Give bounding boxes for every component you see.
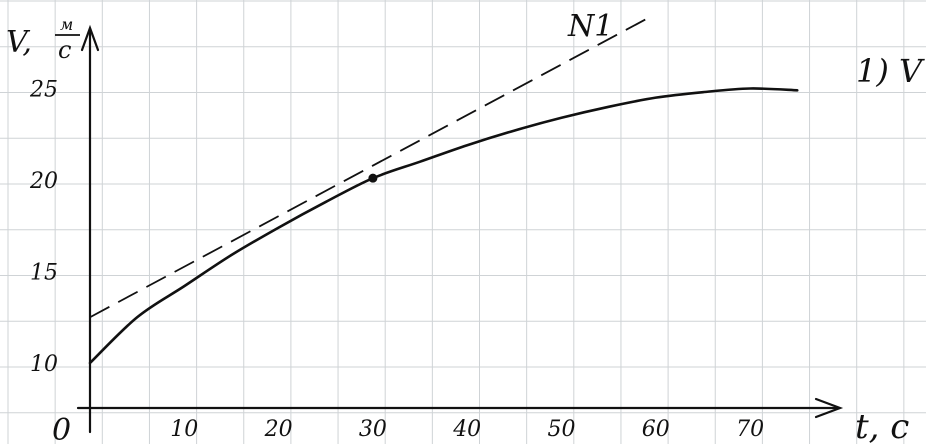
origin-label: 0	[52, 413, 71, 444]
series-tangent-line	[89, 18, 647, 319]
y-tick-label: 20	[29, 169, 58, 194]
x-tick-label: 70	[736, 417, 764, 442]
y-tick-label: 10	[30, 352, 58, 377]
series-velocity-curve	[88, 87, 799, 365]
series-group	[88, 18, 799, 365]
tick-labels: 10 20 30 40 50 60 70 10 15 20 25	[29, 78, 764, 443]
x-tick-label: 60	[642, 417, 670, 442]
x-tick-label: 40	[452, 417, 481, 442]
y-tick-label: 15	[30, 261, 58, 286]
x-tick-label: 10	[170, 417, 198, 442]
chart-title: N1	[567, 9, 613, 44]
y-axis-symbol: V,	[6, 25, 32, 60]
tangent-point	[368, 173, 378, 183]
y-tick-label: 25	[29, 78, 58, 103]
x-axis-arrow-icon	[814, 397, 844, 419]
x-tick-label: 50	[548, 417, 576, 442]
x-tick-label: 30	[359, 417, 387, 442]
x-axis-label: t, c	[855, 407, 909, 444]
x-tick-label: 20	[264, 417, 293, 442]
y-axis-unit-numerator: м	[60, 15, 73, 34]
side-note: 1) V	[856, 52, 925, 90]
y-axis-arrow-icon	[80, 24, 100, 52]
y-axis-unit-denominator: с	[58, 36, 71, 64]
